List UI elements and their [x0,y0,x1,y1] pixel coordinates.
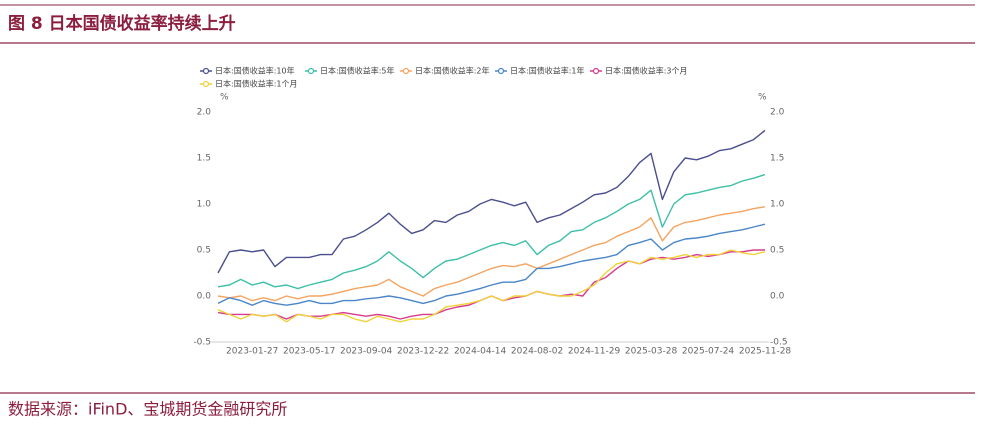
y-tick-label: 2.0 [197,108,212,118]
legend-label: 日本:国债收益率:5年 [320,66,394,76]
y2-tick-label: 0.0 [770,292,785,302]
y-unit: % [220,93,229,103]
x-tick-label: 2023-05-17 [283,347,335,357]
x-tick-label: 2025-11-28 [739,347,792,357]
legend-marker [592,67,600,75]
x-tick-label: 2024-04-14 [454,347,507,357]
chart-title: 图 8 日本国债收益率持续上升 [8,13,236,34]
legend-marker [202,80,210,88]
series-line [217,249,766,323]
legend-label: 日本:国债收益率:10年 [215,66,295,76]
series-line [217,173,766,290]
legend-marker [497,67,505,75]
legend-label: 日本:国债收益率:3个月 [605,66,687,76]
y2-tick-label: 1.0 [770,200,785,210]
y-tick-label: 1.5 [197,154,211,164]
x-tick-label: 2025-07-24 [682,347,735,357]
source: 数据来源：iFinD、宝城期货金融研究所 [8,400,287,419]
y-tick-label: 0.0 [197,292,212,302]
legend-label: 日本:国债收益率:1年 [510,66,584,76]
x-tick-label: 2023-01-27 [226,347,278,357]
series-line [217,129,766,274]
series-line [217,223,766,306]
legend-marker [202,67,210,75]
y2-tick-label: 0.5 [770,246,784,256]
y-tick-label: 1.0 [197,200,212,210]
y2-tick-label: 2.0 [770,108,785,118]
x-tick-label: 2023-09-04 [340,347,393,357]
legend-marker [402,67,410,75]
y2-unit: % [758,93,767,103]
legend-label: 日本:国债收益率:1个月 [215,79,297,89]
x-tick-label: 2025-03-28 [625,347,678,357]
x-tick-label: 2024-11-29 [568,347,621,357]
x-tick-label: 2024-08-02 [511,347,563,357]
legend-marker [307,67,315,75]
x-tick-label: 2023-12-22 [397,347,449,357]
legend-label: 日本:国债收益率:2年 [415,66,489,76]
series-line [217,206,766,302]
y-tick-label: 0.5 [197,246,211,256]
y2-tick-label: 1.5 [770,154,784,164]
y2-tick-label: -0.5 [770,338,788,348]
y-tick-label: -0.5 [193,338,211,348]
